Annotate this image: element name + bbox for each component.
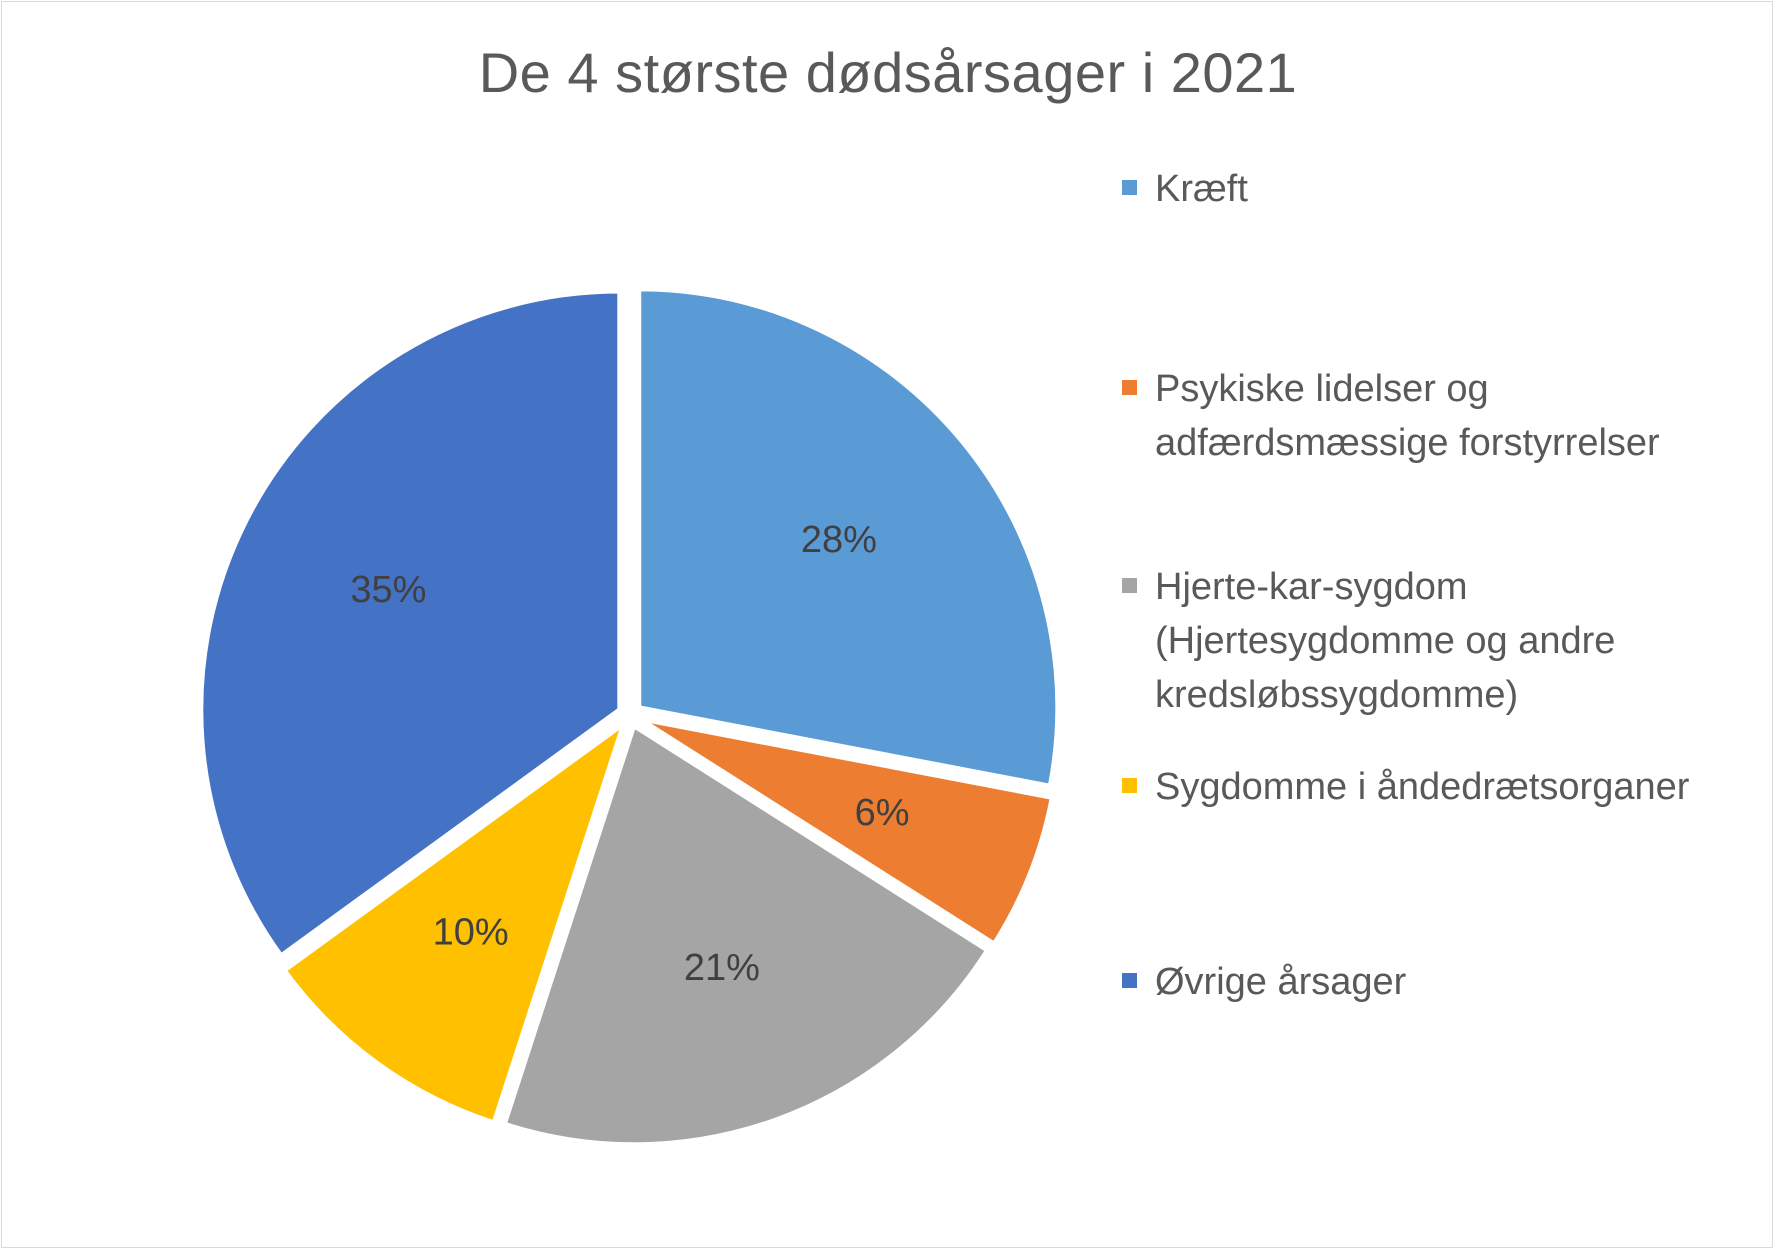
pie-slice-sygdomme-aandedraet	[281, 719, 627, 1125]
data-label-hjerte-kar-sygdom: 21%	[684, 947, 760, 989]
legend-label-kraeft: Kræft	[1155, 168, 1248, 210]
chart-title: De 4 største dødsårsager i 2021	[478, 41, 1298, 104]
legend-swatch-sygdomme-aandedraet	[1122, 778, 1137, 793]
legend-label-hjerte-kar-sygdom: Hjerte-kar-sygdom (Hjertesygdomme og and…	[1155, 566, 1616, 716]
data-label-kraeft: 28%	[801, 519, 877, 561]
pie-slice-oevrige-aarsager	[199, 289, 622, 959]
legend-label-oevrige-aarsager: Øvrige årsager	[1155, 961, 1407, 1003]
legend-swatch-psykiske-lidelser	[1122, 380, 1137, 395]
legend-swatch-hjerte-kar-sygdom	[1122, 578, 1137, 593]
legend-item-oevrige-aarsager: Øvrige årsager	[1122, 955, 1755, 1009]
legend-item-kraeft: Kræft	[1122, 162, 1755, 216]
pie-slice-psykiske-lidelser	[640, 717, 1055, 947]
legend-swatch-oevrige-aarsager	[1122, 973, 1137, 988]
legend-label-sygdomme-aandedraet: Sygdomme i åndedrætsorganer	[1155, 766, 1690, 808]
data-label-sygdomme-aandedraet: 10%	[433, 911, 509, 953]
data-label-oevrige-aarsager: 35%	[350, 569, 426, 611]
legend-item-sygdomme-aandedraet: Sygdomme i åndedrætsorganer	[1122, 760, 1755, 814]
legend-item-hjerte-kar-sygdom: Hjerte-kar-sygdom (Hjertesygdomme og and…	[1122, 560, 1685, 722]
data-label-psykiske-lidelser: 6%	[855, 792, 910, 834]
legend-swatch-kraeft	[1122, 180, 1137, 195]
pie-slice-kraeft	[637, 287, 1060, 789]
pie-slice-hjerte-kar-sygdom	[502, 723, 990, 1147]
legend-item-psykiske-lidelser: Psykiske lidelser og adfærdsmæssige fors…	[1122, 362, 1715, 470]
legend-label-psykiske-lidelser: Psykiske lidelser og adfærdsmæssige fors…	[1155, 368, 1660, 464]
